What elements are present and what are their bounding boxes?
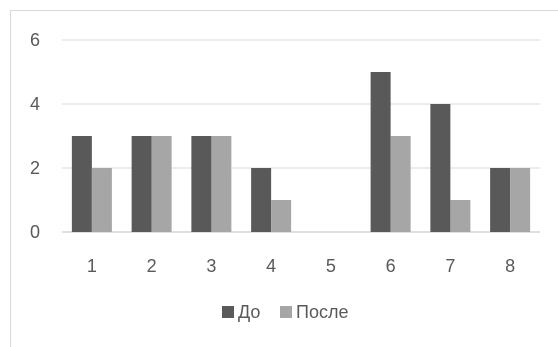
legend-item-posle: После (280, 302, 348, 322)
bar-do-6 (370, 72, 391, 232)
y-axis-tick-labels: 0 2 4 6 (30, 30, 40, 242)
x-tick-label: 7 (445, 256, 455, 276)
y-tick-label: 0 (30, 222, 40, 242)
x-tick-label: 4 (266, 256, 276, 276)
bar-posle-1 (91, 168, 112, 232)
legend-swatch (280, 306, 292, 318)
legend-label: До (238, 302, 260, 322)
bar-posle-3 (211, 136, 232, 232)
bars (71, 72, 531, 232)
legend-label: После (296, 302, 348, 322)
bar-do-2 (131, 136, 152, 232)
y-tick-label: 2 (30, 158, 40, 178)
x-tick-label: 2 (147, 256, 157, 276)
x-tick-label: 6 (386, 256, 396, 276)
bar-posle-2 (151, 136, 172, 232)
bar-posle-7 (450, 200, 471, 232)
bar-do-8 (490, 168, 511, 232)
bar-do-3 (191, 136, 212, 232)
legend-item-do: До (222, 302, 260, 322)
bar-do-4 (251, 168, 272, 232)
bar-do-7 (430, 104, 451, 232)
x-tick-label: 3 (206, 256, 216, 276)
legend: До После (222, 302, 348, 322)
bar-posle-8 (510, 168, 531, 232)
bar-posle-4 (271, 200, 292, 232)
bar-do-1 (71, 136, 92, 232)
x-axis-tick-labels: 1 2 3 4 5 6 7 8 (87, 256, 515, 276)
x-tick-label: 5 (326, 256, 336, 276)
x-tick-label: 1 (87, 256, 97, 276)
x-tick-label: 8 (505, 256, 515, 276)
y-tick-label: 6 (30, 30, 40, 50)
legend-swatch (222, 306, 234, 318)
y-tick-label: 4 (30, 94, 40, 114)
bar-posle-6 (390, 136, 411, 232)
